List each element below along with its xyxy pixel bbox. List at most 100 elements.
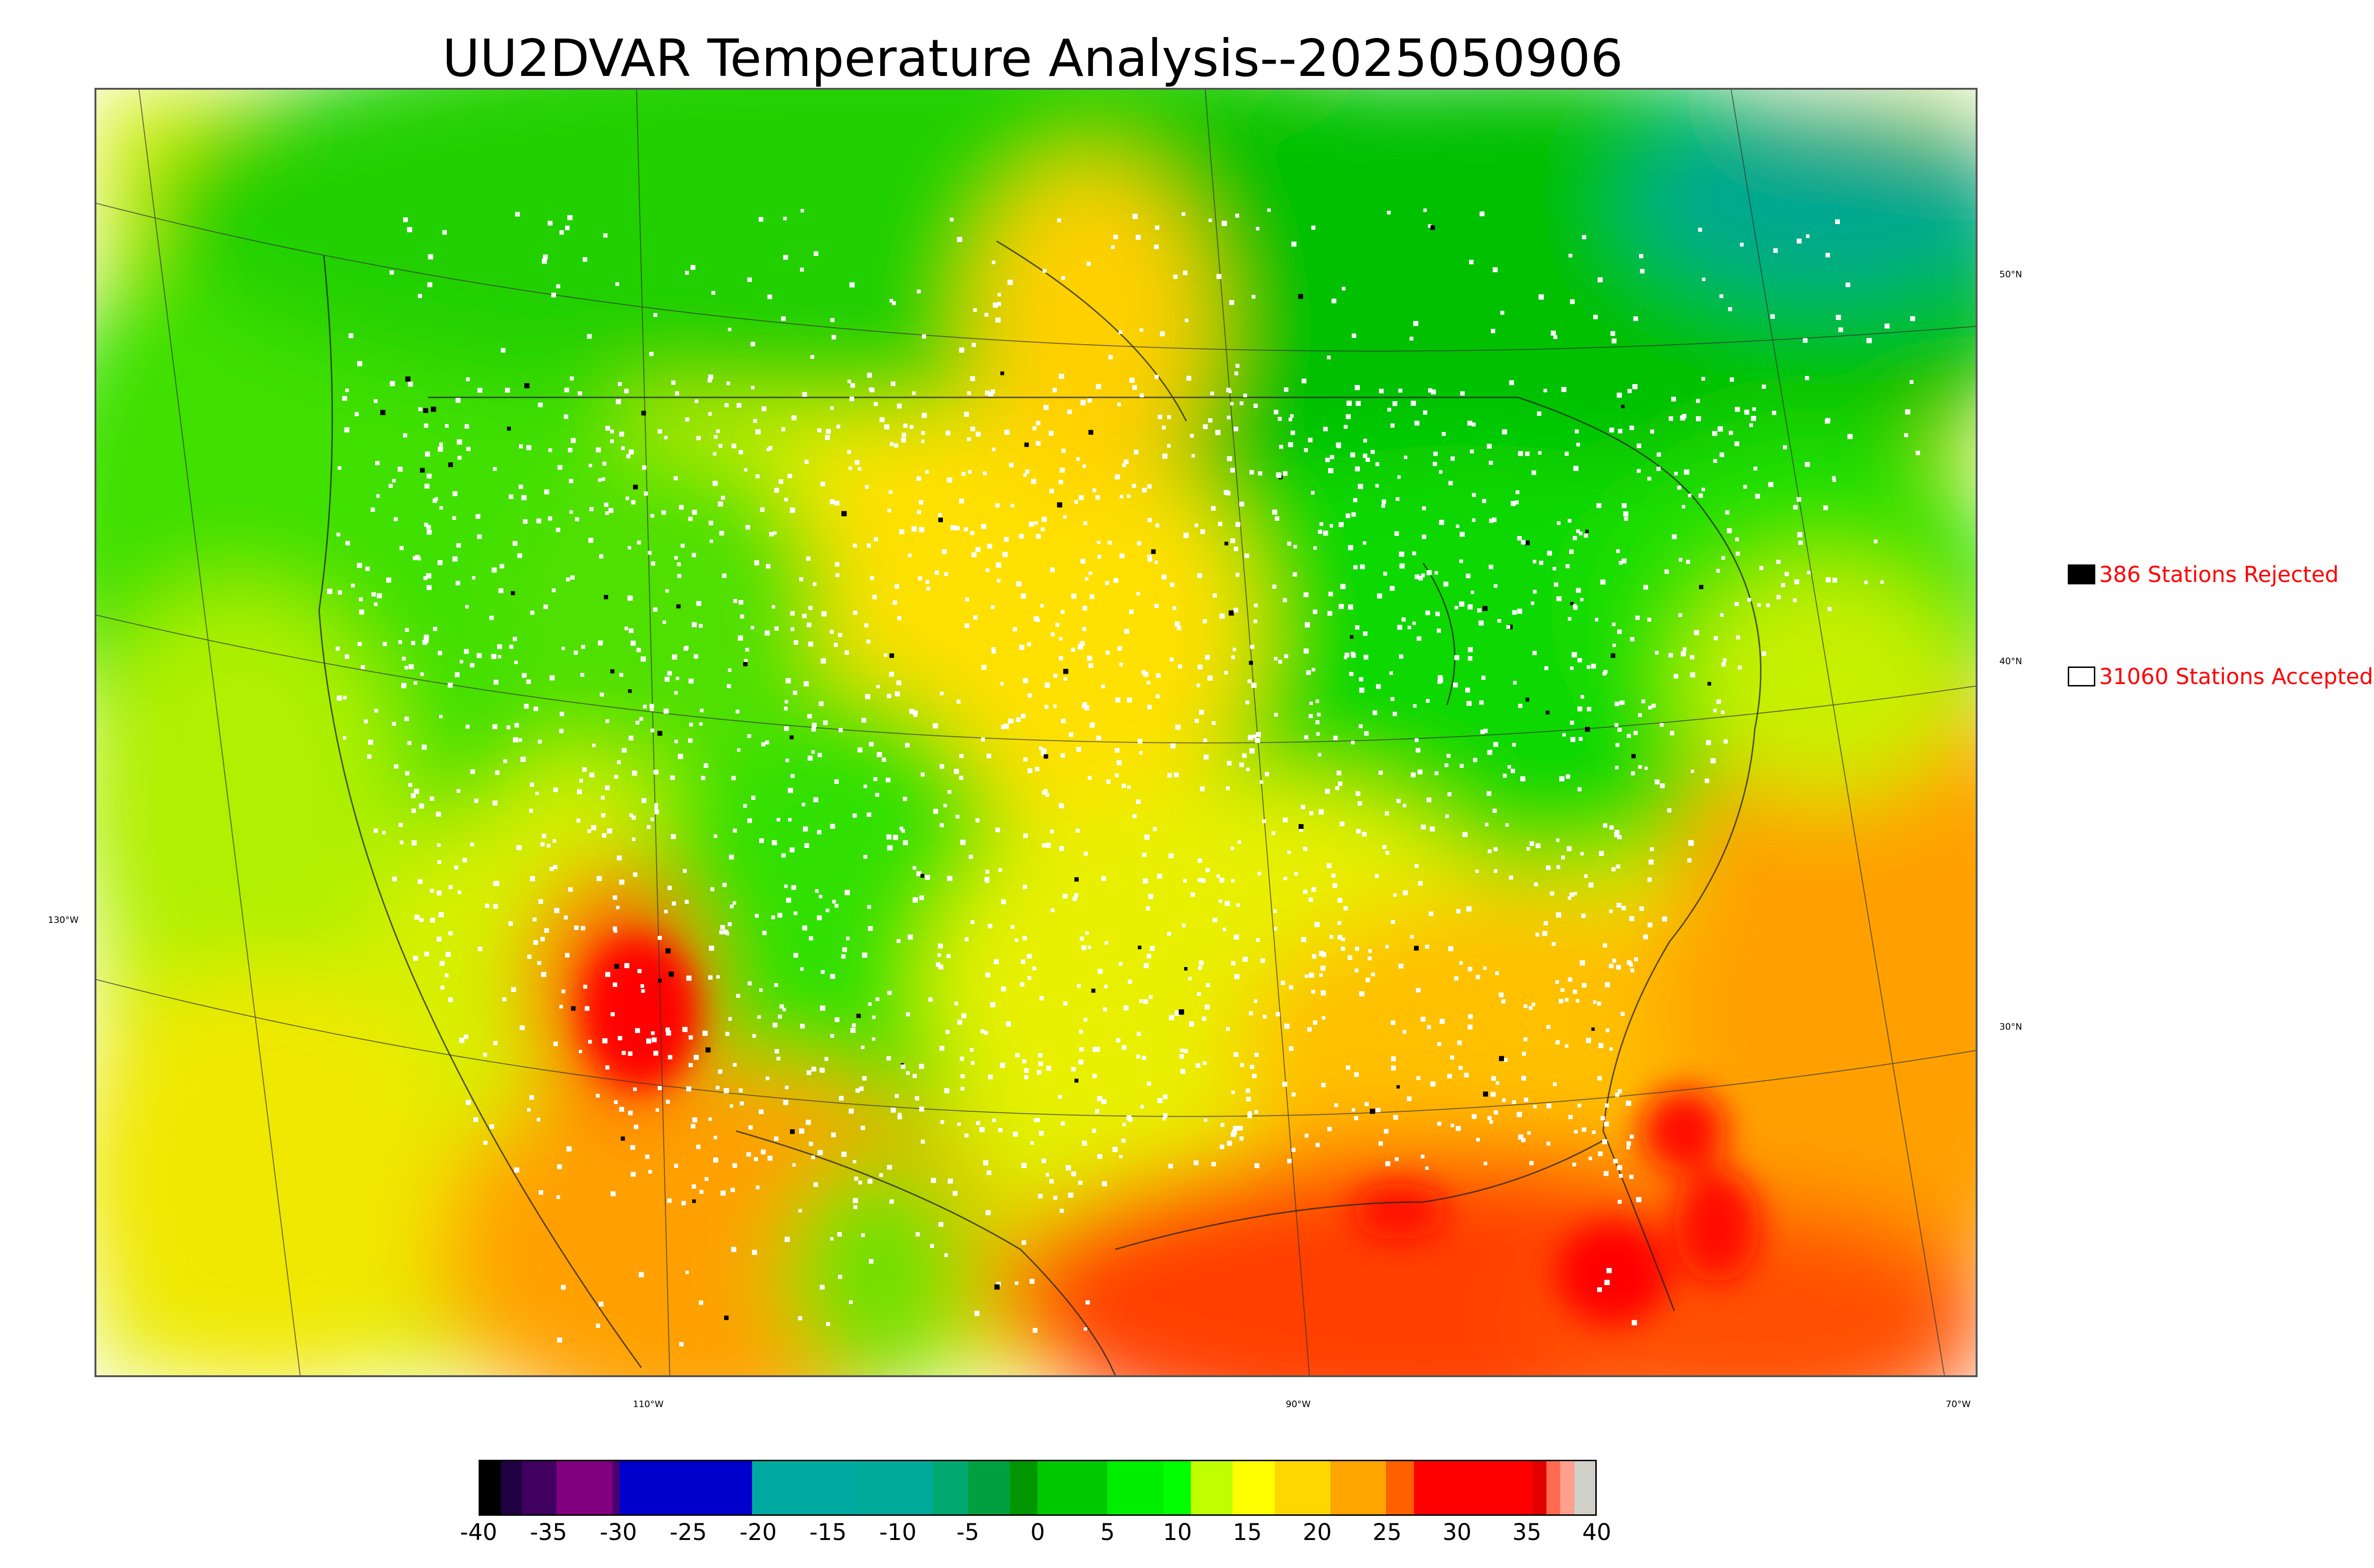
accepted-station-marker [798,1209,802,1212]
accepted-station-marker [767,294,772,300]
accepted-station-marker [1278,417,1282,421]
accepted-station-marker [1200,529,1205,535]
accepted-station-marker [798,1316,802,1321]
accepted-station-marker [819,894,822,899]
accepted-station-marker [1355,968,1359,973]
accepted-station-marker [788,818,792,822]
accepted-station-marker [1467,604,1473,610]
accepted-station-marker [691,1184,696,1189]
accepted-station-marker [424,951,429,957]
accepted-station-marker [1143,963,1149,968]
rejected-station-marker [1525,697,1529,702]
accepted-station-marker [1618,429,1623,433]
accepted-station-marker [1121,1138,1126,1143]
accepted-station-marker [837,1232,842,1237]
accepted-station-marker [1079,495,1084,500]
accepted-station-marker [1495,971,1499,975]
accepted-station-marker [1579,737,1583,741]
accepted-station-marker [626,454,631,459]
accepted-station-marker [619,432,624,437]
accepted-station-marker [970,376,975,381]
accepted-station-marker [1200,786,1205,791]
accepted-station-marker [1004,537,1009,542]
accepted-station-marker [1570,737,1576,742]
accepted-station-marker [1035,1117,1040,1122]
accepted-station-marker [868,1002,872,1006]
accepted-station-marker [1074,500,1078,504]
accepted-station-marker [1025,469,1029,474]
accepted-station-marker [1793,505,1798,510]
accepted-station-marker [1517,536,1522,541]
accepted-station-marker [374,709,378,713]
accepted-station-marker [398,823,403,827]
accepted-station-marker [411,641,415,645]
accepted-station-marker [1323,427,1328,432]
accepted-station-marker [413,956,418,961]
accepted-station-marker [1468,656,1472,661]
accepted-station-marker [1611,338,1617,344]
accepted-station-marker [1396,798,1401,803]
accepted-station-marker [383,642,387,646]
accepted-station-marker [1569,549,1574,554]
accepted-station-marker [774,1049,779,1054]
accepted-station-marker [464,649,469,654]
accepted-station-marker [1597,1287,1602,1292]
accepted-station-marker [1398,963,1404,969]
accepted-station-marker [1216,874,1220,878]
accepted-station-marker [1035,767,1039,771]
accepted-station-marker [709,946,714,951]
accepted-station-marker [603,233,608,238]
accepted-station-marker [1022,1059,1027,1064]
accepted-station-marker [1468,1014,1473,1019]
accepted-station-marker [1717,426,1723,432]
accepted-station-marker [1580,852,1584,856]
accepted-station-marker [1456,909,1460,913]
accepted-station-marker [853,543,857,548]
accepted-station-marker [1355,625,1360,630]
accepted-station-marker [1283,876,1287,881]
accepted-station-marker [708,374,714,380]
accepted-station-marker [1436,629,1441,633]
accepted-station-marker [776,1057,781,1061]
accepted-station-marker [1832,578,1837,583]
accepted-station-marker [1042,790,1046,795]
accepted-station-marker [1082,702,1087,707]
accepted-station-marker [899,529,904,535]
accepted-station-marker [1015,939,1018,942]
accepted-station-marker [896,680,902,685]
accepted-station-marker [559,712,565,716]
accepted-station-marker [1460,391,1465,396]
accepted-station-marker [917,289,921,294]
accepted-station-marker [1414,738,1419,742]
accepted-station-marker [969,854,973,859]
accepted-station-marker [612,982,617,987]
accepted-station-marker [1627,733,1631,738]
accepted-station-marker [955,815,960,819]
accepted-station-marker [1121,783,1126,788]
accepted-station-marker [833,643,838,647]
accepted-station-marker [1123,460,1129,464]
accepted-station-marker [968,470,972,474]
rejected-station-marker [1699,585,1704,589]
accepted-station-marker [745,648,749,652]
accepted-station-marker [1065,1165,1071,1171]
accepted-station-marker [617,855,622,861]
accepted-station-marker [995,827,1000,833]
accepted-station-marker [500,347,506,353]
accepted-station-marker [554,908,560,913]
accepted-station-marker [1580,695,1584,699]
accepted-station-marker [1340,584,1346,589]
accepted-station-marker [772,840,777,845]
accepted-station-marker [639,717,643,721]
accepted-station-marker [1346,1065,1350,1070]
accepted-station-marker [1095,495,1100,500]
accepted-station-marker [1366,458,1370,462]
accepted-station-marker [1524,1098,1528,1102]
accepted-station-marker [658,429,662,434]
accepted-station-marker [909,709,914,714]
accepted-station-marker [456,789,461,793]
accepted-station-marker [772,1023,778,1028]
lon-label-90w: 90°W [1286,1399,1311,1409]
accepted-station-marker [690,265,696,270]
accepted-station-marker [1154,375,1159,379]
